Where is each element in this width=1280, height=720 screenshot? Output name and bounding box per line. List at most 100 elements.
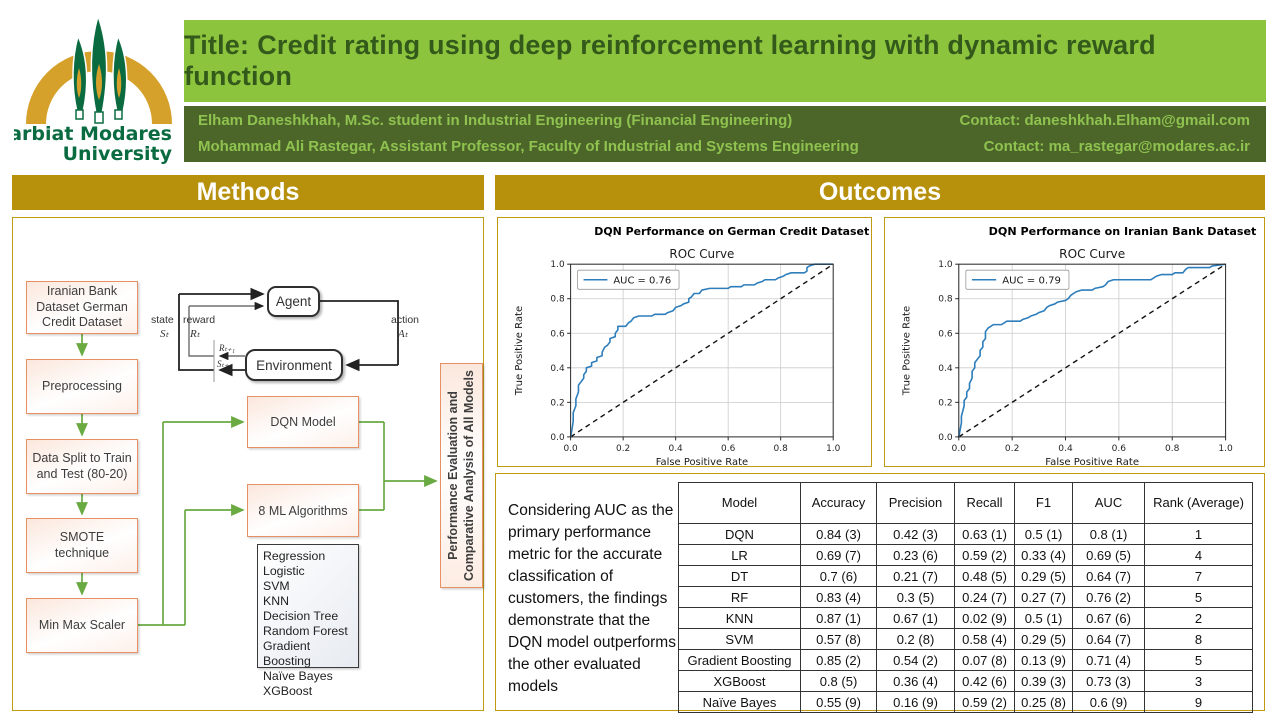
table-cell: 7: [1144, 565, 1253, 587]
table-cell: 0.59 (2): [954, 544, 1015, 566]
roc-curve: [957, 263, 1226, 438]
title-text: Credit rating using deep reinforcement l…: [184, 30, 1156, 91]
table-header-cell: Precision: [876, 482, 955, 524]
table-row: KNN 0.87 (1) 0.67 (1) 0.02 (9) 0.5 (1) 0.67 (…: [678, 607, 1253, 629]
table-cell: 0.3 (5): [876, 586, 955, 608]
table-cell: DQN: [678, 523, 801, 545]
algorithm-item: Regression Logistic: [263, 549, 326, 578]
reward-next-symbol: Rₜ₊₁: [219, 343, 236, 353]
table-cell: 0.83 (4): [800, 586, 877, 608]
chart-title: DQN Performance on German Credit Dataset: [594, 225, 869, 238]
y-tick-label: 0.6: [938, 329, 953, 339]
table-header-cell: AUC: [1072, 482, 1145, 524]
legend-label: AUC = 0.79: [1002, 275, 1061, 286]
table-cell: 9: [1144, 691, 1253, 713]
table-cell: 0.02 (9): [954, 607, 1015, 629]
y-axis-label: True Positive Rate: [514, 306, 525, 396]
pipeline-step: Data Split to Train and Test (80-20): [26, 439, 138, 494]
table-cell: 0.76 (2): [1072, 586, 1145, 608]
table-header-cell: Recall: [954, 482, 1015, 524]
table-header-cell: Rank (Average): [1144, 482, 1253, 524]
table-cell: DT: [678, 565, 801, 587]
table-row: SVM 0.57 (8) 0.2 (8) 0.58 (4) 0.29 (5) 0.64 (…: [678, 628, 1253, 650]
roc-chart-iranian: 0.0 0.2 0.4 0.6 0.8 1.0 0.0 0.2 0.4 0.6 0.8 1.0 Fals…: [901, 225, 1257, 468]
x-tick-label: 0.8: [774, 444, 789, 454]
algorithm-item: KNN: [263, 594, 289, 608]
table-cell: 5: [1144, 649, 1253, 671]
table-header-cell: Accuracy: [800, 482, 877, 524]
y-tick-label: 1.0: [938, 260, 953, 270]
outcomes-section-header: Outcomes: [495, 175, 1265, 210]
x-tick-label: 0.6: [721, 444, 736, 454]
table-cell: 4: [1144, 544, 1253, 566]
table-row: Gradient Boosting 0.85 (2) 0.54 (2) 0.07 (8…: [678, 649, 1253, 671]
table-cell: 0.64 (7): [1072, 628, 1145, 650]
results-table: Model Accuracy Precision Recall F1 AUC Rank (A…: [678, 482, 1253, 713]
results-panel: Considering AUC as the primary performan…: [495, 473, 1265, 713]
action-symbol: Aₜ: [398, 328, 408, 340]
table-cell: Gradient Boosting: [678, 649, 801, 671]
table-cell: 0.69 (7): [800, 544, 877, 566]
x-tick-label: 0.2: [1005, 444, 1019, 454]
table-row: RF 0.83 (4) 0.3 (5) 0.24 (7) 0.27 (7) 0.76 (2…: [678, 586, 1253, 608]
x-axis-label: False Positive Rate: [1045, 457, 1139, 466]
table-cell: 5: [1144, 586, 1253, 608]
x-tick-label: 1.0: [1218, 444, 1233, 454]
table-cell: 0.64 (7): [1072, 565, 1145, 587]
chart-subtitle: ROC Curve: [669, 247, 734, 261]
table-cell: 0.25 (8): [1014, 691, 1073, 713]
table-cell: 0.33 (4): [1014, 544, 1073, 566]
table-cell: 0.58 (4): [954, 628, 1015, 650]
table-cell: 0.67 (1): [876, 607, 955, 629]
x-tick-label: 0.4: [669, 444, 684, 454]
algorithm-item: Decision Tree: [263, 609, 339, 623]
environment-box: Environment: [245, 349, 343, 381]
table-cell: 0.48 (5): [954, 565, 1015, 587]
dqn-model-box: DQN Model: [247, 396, 359, 448]
algorithm-item: SVM: [263, 579, 290, 593]
table-row: Naïve Bayes 0.55 (9) 0.16 (9) 0.59 (2) 0.25 …: [678, 691, 1253, 713]
table-cell: 0.69 (5): [1072, 544, 1145, 566]
x-tick-label: 0.2: [616, 444, 630, 454]
table-header-row: Model Accuracy Precision Recall F1 AUC Rank (A…: [678, 482, 1253, 524]
table-row: DT 0.7 (6) 0.21 (7) 0.48 (5) 0.29 (5) 0.64 (7…: [678, 565, 1253, 587]
table-cell: 0.13 (9): [1014, 649, 1073, 671]
ml-algorithms-box: 8 ML Algorithms: [247, 484, 359, 537]
table-cell: 0.85 (2): [800, 649, 877, 671]
table-cell: 1: [1144, 523, 1253, 545]
evaluation-box-border: [440, 363, 483, 588]
chart-subtitle: ROC Curve: [1059, 247, 1125, 261]
table-cell: 0.29 (5): [1014, 565, 1073, 587]
legend-label: AUC = 0.76: [613, 275, 671, 286]
table-row: LR 0.69 (7) 0.23 (6) 0.59 (2) 0.33 (4) 0.69 (…: [678, 544, 1253, 566]
roc-curve: [569, 263, 834, 438]
table-cell: 0.2 (8): [876, 628, 955, 650]
university-logo: Tarbiat Modares University: [14, 13, 173, 164]
table-cell: 0.63 (1): [954, 523, 1015, 545]
table-cell: 0.6 (9): [1072, 691, 1145, 713]
flowchart-connectors: [76, 287, 438, 626]
x-axis-label: False Positive Rate: [656, 457, 748, 466]
legend-box: [577, 269, 680, 290]
table-cell: 0.8 (5): [800, 670, 877, 692]
table-cell: 0.5 (1): [1014, 607, 1073, 629]
plot-frame: [570, 263, 834, 438]
table-cell: 0.84 (3): [800, 523, 877, 545]
legend-box: [965, 269, 1070, 290]
table-cell: 0.27 (7): [1014, 586, 1073, 608]
y-axis-label: True Positive Rate: [901, 306, 912, 396]
table-cell: 0.8 (1): [1072, 523, 1145, 545]
action-label: action: [391, 314, 420, 326]
table-cell: 0.42 (6): [954, 670, 1015, 692]
table-cell: 0.16 (9): [876, 691, 955, 713]
table-cell: 0.73 (3): [1072, 670, 1145, 692]
table-cell: 0.42 (3): [876, 523, 955, 545]
table-cell: 0.36 (4): [876, 670, 955, 692]
table-cell: 0.54 (2): [876, 649, 955, 671]
table-cell: 0.57 (8): [800, 628, 877, 650]
evaluation-box-label: Performance Evaluation and Comparative A…: [445, 370, 476, 581]
table-cell: KNN: [678, 607, 801, 629]
x-tick-label: 0.6: [1112, 444, 1127, 454]
table-cell: 0.55 (9): [800, 691, 877, 713]
